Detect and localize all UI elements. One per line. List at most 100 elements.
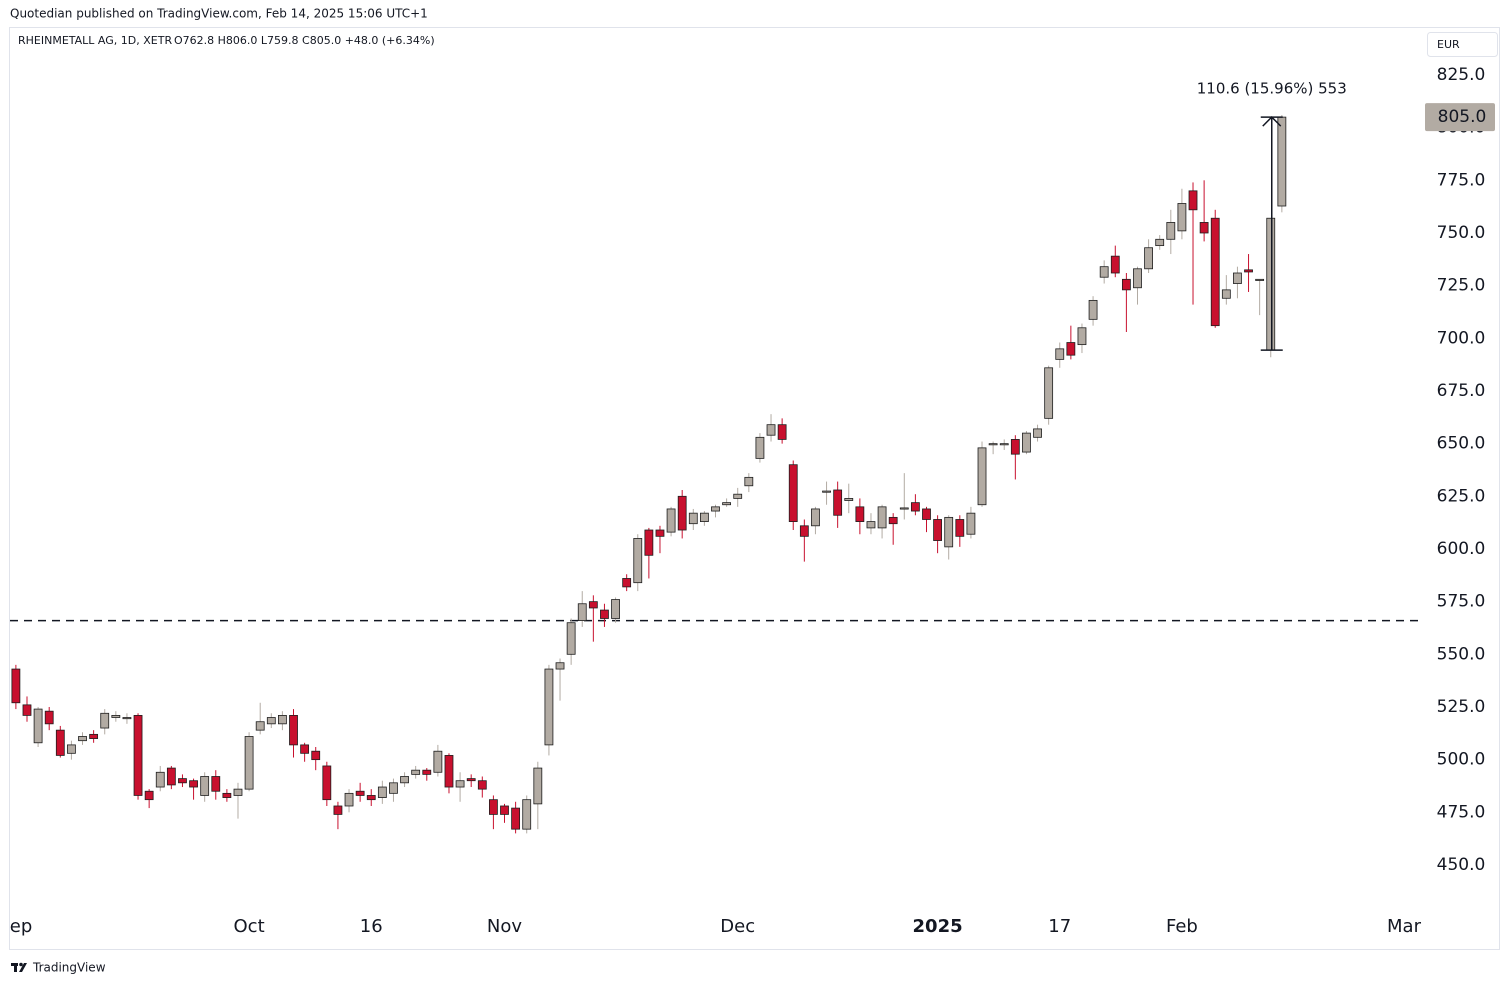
- candle-body: [811, 508, 820, 527]
- candle-body: [755, 436, 765, 459]
- x-tick-label: Feb: [1166, 916, 1198, 937]
- candle-body: [988, 443, 998, 446]
- candle-body: [1033, 428, 1042, 438]
- candle-body: [233, 788, 243, 796]
- y-tick-label: 550.0: [1437, 644, 1486, 664]
- y-tick-label: 600.0: [1437, 539, 1486, 559]
- candle-body: [511, 807, 521, 830]
- candle-body: [122, 717, 132, 720]
- x-tick-label: Dec: [720, 916, 755, 937]
- candle-body: [278, 715, 287, 725]
- candle-body: [211, 776, 221, 792]
- candle-body: [1121, 278, 1131, 291]
- measure-label: 110.6 (15.96%) 553: [1197, 80, 1347, 98]
- candle-body: [844, 498, 854, 501]
- candle-body: [1210, 217, 1220, 327]
- y-tick-label: 675.0: [1437, 381, 1486, 401]
- candle-body: [1144, 247, 1153, 270]
- candle-body: [611, 599, 620, 619]
- candle-body: [1044, 367, 1054, 419]
- currency-box[interactable]: [1427, 32, 1498, 57]
- candle-body: [111, 715, 121, 718]
- candle-body: [144, 790, 154, 801]
- candle-body: [44, 710, 54, 725]
- candle-body: [899, 507, 909, 510]
- candle-body: [322, 765, 332, 801]
- candle-body: [1022, 432, 1031, 453]
- candle-body: [877, 506, 887, 529]
- candle-body: [600, 609, 609, 619]
- last-price-label: 805.0: [1438, 107, 1487, 127]
- candle-body: [733, 493, 743, 499]
- candle-body: [344, 792, 354, 807]
- x-tick-label: ep: [10, 916, 33, 937]
- candle-body: [833, 489, 843, 516]
- candle-body: [955, 519, 965, 537]
- candle-body: [888, 516, 898, 525]
- symbol-title: RHEINMETALL AG, 1D, XETR: [18, 34, 172, 47]
- candle-body: [777, 424, 787, 440]
- candle-body: [444, 755, 454, 788]
- candle-body: [222, 792, 232, 798]
- candle-body: [1221, 289, 1231, 299]
- candle-body: [489, 799, 498, 815]
- candle-body: [166, 767, 176, 786]
- candle-body: [688, 512, 698, 525]
- candle-body: [500, 805, 509, 815]
- candle-body: [1110, 255, 1120, 274]
- candle-body: [11, 668, 21, 704]
- candle-body: [366, 795, 376, 801]
- candle-body: [566, 622, 576, 655]
- y-tick-label: 650.0: [1437, 434, 1486, 454]
- candle-body: [977, 447, 987, 506]
- candle-body: [1277, 116, 1287, 207]
- candle-body: [799, 525, 809, 537]
- candle-body: [1166, 222, 1176, 240]
- candle-body: [1099, 266, 1109, 278]
- candle-body: [1244, 269, 1253, 273]
- candle-body: [999, 443, 1009, 446]
- candle-body: [33, 708, 43, 744]
- candle-body: [433, 750, 443, 773]
- candle-body: [266, 717, 276, 725]
- currency-label: EUR: [1437, 38, 1460, 51]
- candle-body: [422, 769, 432, 775]
- brand: TradingView: [32, 961, 106, 975]
- y-tick-label: 575.0: [1437, 592, 1486, 612]
- candle-body: [311, 750, 321, 761]
- candle-body: [544, 668, 554, 746]
- candle-body: [944, 516, 954, 548]
- candle-body: [1088, 299, 1098, 320]
- y-tick-label: 500.0: [1437, 750, 1486, 770]
- candle-body: [666, 508, 676, 533]
- candle-body: [300, 744, 310, 754]
- candle-body: [555, 662, 565, 670]
- y-tick-label: 725.0: [1437, 276, 1486, 296]
- y-tick-label: 825.0: [1437, 65, 1486, 85]
- candle-body: [588, 601, 598, 609]
- chart-frame: [9, 27, 1500, 950]
- candle-body: [1066, 342, 1076, 356]
- y-tick-label: 525.0: [1437, 697, 1486, 717]
- candle-body: [577, 603, 587, 622]
- candle-body: [1233, 272, 1242, 284]
- candle-body: [522, 799, 532, 830]
- candle-body: [411, 769, 421, 775]
- candle-body: [910, 502, 920, 512]
- candle-body: [22, 704, 32, 716]
- candle-body: [644, 529, 654, 556]
- candle-body: [788, 464, 798, 522]
- ohlc-legend: O762.8 H806.0 L759.8 C805.0 +48.0 (+6.34…: [174, 34, 435, 47]
- y-tick-label: 450.0: [1437, 855, 1486, 875]
- candle-body: [200, 776, 210, 796]
- y-tick-label: 775.0: [1437, 170, 1486, 190]
- x-tick-label: Mar: [1387, 916, 1422, 937]
- candle-body: [100, 712, 110, 729]
- candle-body: [711, 506, 720, 512]
- candle-body: [289, 715, 298, 746]
- candle-body: [389, 782, 398, 794]
- candle-body: [455, 780, 465, 788]
- candle-body: [355, 790, 365, 796]
